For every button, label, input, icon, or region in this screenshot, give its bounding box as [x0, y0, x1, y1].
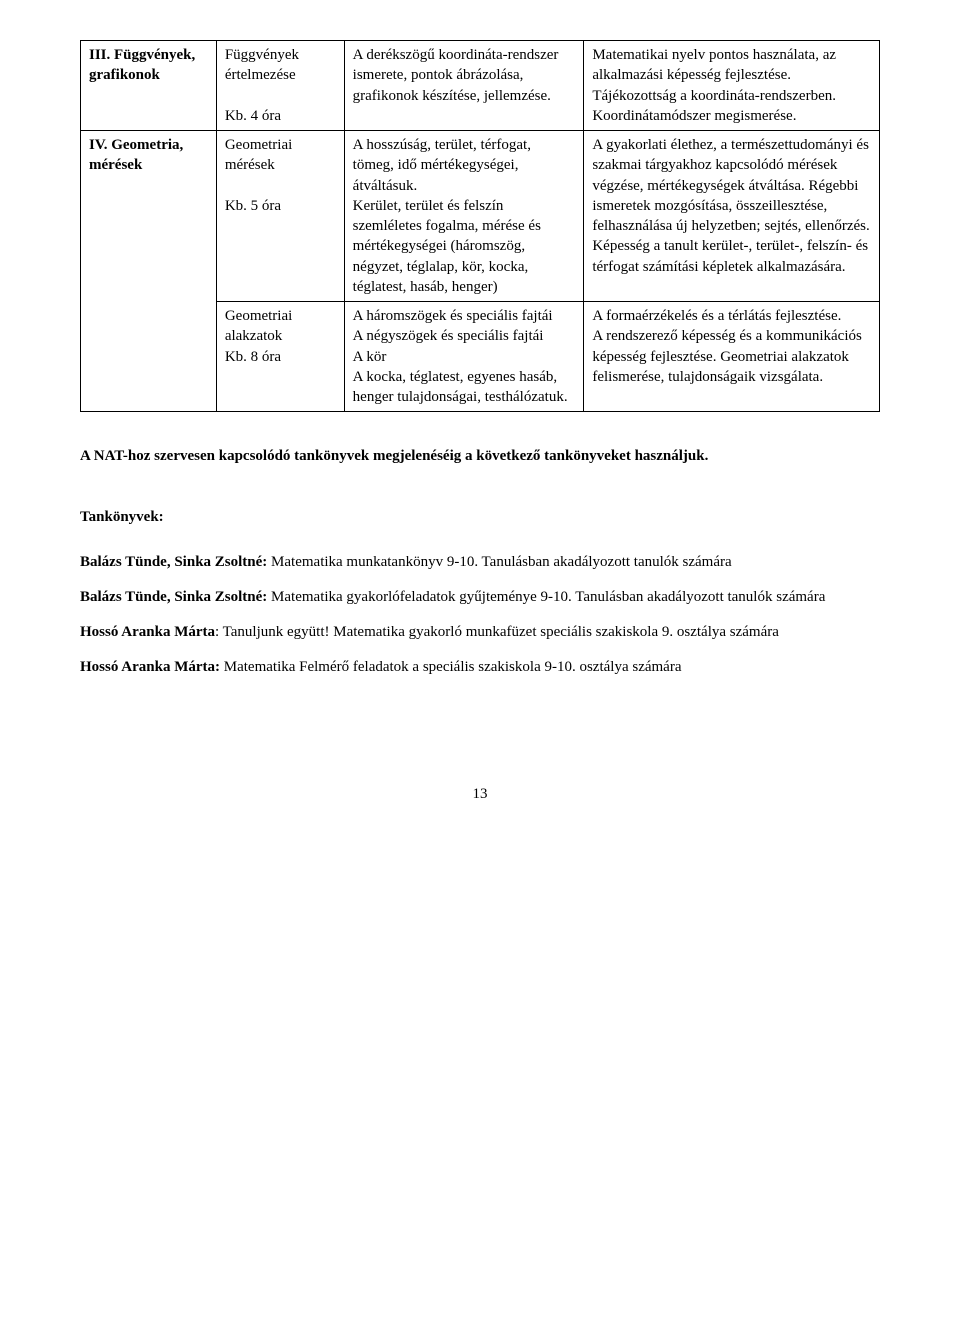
textbook-author2: Sinka Zsoltné: — [174, 554, 267, 570]
cell-outcome: A gyakorlati élethez, a természettudomán… — [592, 137, 869, 275]
cell-sub: Függvények értelmezése Kb. 4 óra — [225, 47, 299, 124]
cell-topic: III. Függvények, grafikonok — [89, 47, 195, 83]
cell-outcome: A formaérzékelés és a térlátás fejleszté… — [592, 308, 862, 385]
page-number: 13 — [80, 784, 880, 804]
intro-paragraph: A NAT-hoz szervesen kapcsolódó tankönyve… — [80, 440, 880, 473]
cell-content: A hosszúság, terület, térfogat, tömeg, i… — [353, 137, 541, 295]
textbook-entry: Balázs Tünde, Sinka Zsoltné: Matematika … — [80, 581, 880, 614]
cell-content: A háromszögek és speciális fajtái A négy… — [353, 308, 568, 405]
table-row: IV. Geometria, mérések Geometriai mérése… — [81, 131, 880, 302]
textbook-author: Balázs Tünde — [80, 554, 167, 570]
textbook-author: Hossó Aranka Márta: — [80, 659, 220, 675]
textbook-author2: Sinka Zsoltné: — [174, 589, 267, 605]
curriculum-table: III. Függvények, grafikonok Függvények é… — [80, 40, 880, 412]
textbook-rest: Matematika munkatankönyv 9-10. Tanulásba… — [267, 554, 731, 570]
textbook-entry: Balázs Tünde, Sinka Zsoltné: Matematika … — [80, 546, 880, 579]
textbook-rest: : Tanuljunk együtt! Matematika gyakorló … — [215, 624, 779, 640]
cell-content: A derékszögű koordináta-rendszer ismeret… — [353, 47, 559, 104]
intro-text: A NAT-hoz szervesen kapcsolódó tankönyve… — [80, 448, 708, 464]
textbook-entry: Hossó Aranka Márta: Tanuljunk együtt! Ma… — [80, 616, 880, 649]
cell-sub: Geometriai mérések Kb. 5 óra — [225, 137, 292, 214]
textbook-rest: Matematika gyakorlófeladatok gyűjteménye… — [267, 589, 825, 605]
textbook-author: Hossó Aranka Márta — [80, 624, 215, 640]
table-row: III. Függvények, grafikonok Függvények é… — [81, 41, 880, 131]
textbook-entry: Hossó Aranka Márta: Matematika Felmérő f… — [80, 651, 880, 684]
textbook-author: Balázs Tünde — [80, 589, 167, 605]
cell-sub: Geometriai alakzatok Kb. 8 óra — [225, 308, 292, 365]
cell-topic: IV. Geometria, mérések — [89, 137, 183, 173]
textbook-rest: Matematika Felmérő feladatok a speciális… — [220, 659, 682, 675]
cell-outcome: Matematikai nyelv pontos használata, az … — [592, 47, 836, 124]
textbooks-heading: Tankönyvek: — [80, 507, 880, 527]
